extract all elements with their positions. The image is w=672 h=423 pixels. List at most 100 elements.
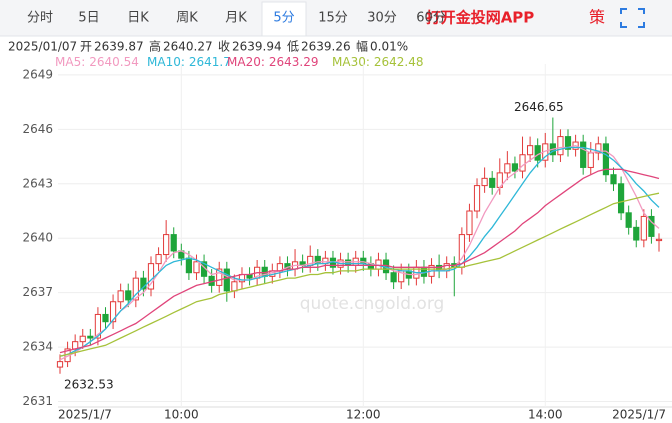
- candle-body: [163, 234, 170, 256]
- y-tick-label: 2649: [22, 67, 53, 81]
- candle-body: [580, 141, 587, 168]
- tab[interactable]: 日K: [127, 11, 149, 26]
- legend-name: MA10:: [147, 55, 185, 69]
- candle-body: [223, 268, 230, 292]
- info-label: 低: [287, 40, 299, 54]
- max-label: 2646.65: [514, 100, 564, 114]
- legend-entry: MA10: 2641.7: [147, 55, 231, 69]
- candle-body: [109, 301, 117, 323]
- candle-body: [94, 313, 102, 339]
- y-tick-label: 2646: [22, 122, 53, 136]
- tab[interactable]: 月K: [225, 11, 247, 26]
- candle-body: [132, 277, 139, 301]
- info-label: 幅: [356, 39, 368, 54]
- info-value: 2639.87: [94, 40, 144, 54]
- candle-body: [155, 254, 162, 265]
- y-tick-label: 2640: [22, 231, 53, 245]
- candle-body: [466, 210, 473, 236]
- info-date: 2025/01/07: [8, 40, 77, 54]
- candle-body: [610, 174, 617, 185]
- candle-body: [587, 152, 594, 168]
- fullscreen-icon[interactable]: [620, 8, 645, 28]
- x-tick-label: 2025/1/7: [58, 408, 112, 422]
- info-value: 2639.94: [232, 40, 282, 54]
- ma-line: [59, 146, 660, 357]
- candle-body: [87, 335, 94, 339]
- candle-body: [602, 143, 610, 176]
- candle-body: [648, 215, 655, 237]
- candle-body: [595, 143, 602, 154]
- y-tick-label: 2643: [22, 176, 53, 190]
- y-tick-label: 2634: [22, 340, 53, 354]
- candle-body: [557, 136, 564, 156]
- strategy-button[interactable]: 策: [589, 8, 605, 27]
- candle-body: [489, 177, 496, 188]
- legend-value: 2640.54: [89, 55, 139, 69]
- candle-body: [625, 212, 632, 228]
- legend-value: 2641.7: [189, 55, 231, 69]
- legend-value: 2643.29: [269, 55, 319, 69]
- candle-body: [56, 361, 64, 368]
- legend-entry: MA5: 2640.54: [55, 55, 139, 69]
- candle-body: [655, 238, 663, 242]
- candle-body: [147, 263, 155, 290]
- candle-body: [481, 177, 488, 187]
- candle-body: [216, 268, 223, 286]
- ma-line: [59, 168, 660, 354]
- candle-body: [511, 163, 519, 172]
- x-tick-label: 14:00: [528, 408, 563, 422]
- tab[interactable]: 30分: [367, 11, 397, 26]
- candle-body: [193, 261, 200, 274]
- info-label: 开: [80, 40, 92, 54]
- y-tick-label: 2637: [22, 285, 53, 299]
- legend-name: MA30:: [332, 55, 370, 69]
- brand[interactable]: 打开金投网APP: [426, 9, 535, 27]
- legend-name: MA5:: [55, 55, 85, 69]
- watermark: quote.cngold.org: [300, 294, 445, 314]
- tab[interactable]: 60分: [416, 11, 446, 26]
- candle-body: [519, 154, 526, 172]
- candle-body: [345, 259, 352, 266]
- candle-body: [527, 145, 534, 156]
- candle-body: [504, 163, 511, 174]
- candle-body: [473, 185, 481, 212]
- tab[interactable]: 周K: [176, 11, 198, 26]
- candle-body: [534, 145, 541, 161]
- candle-body: [102, 313, 109, 323]
- legend-entry: MA30: 2642.48: [332, 55, 424, 69]
- x-tick-label: 2025/1/7: [612, 408, 666, 422]
- ma-line: [59, 192, 660, 357]
- candle-body: [231, 281, 238, 292]
- x-tick-label: 12:00: [346, 408, 381, 422]
- y-tick-label: 2631: [22, 394, 53, 408]
- x-tick-label: 10:00: [164, 408, 199, 422]
- candle-body: [125, 290, 132, 301]
- candle-body: [170, 234, 177, 252]
- candle-body: [640, 215, 647, 241]
- tab[interactable]: 分时: [27, 11, 53, 26]
- legend-value: 2642.48: [374, 55, 424, 69]
- candle-body: [390, 272, 397, 283]
- candle-body: [633, 226, 640, 241]
- candle-body: [238, 274, 246, 283]
- tab[interactable]: 5分: [273, 11, 294, 26]
- toolbar-bg: [0, 0, 672, 36]
- candle-body: [617, 183, 625, 214]
- candle-body: [564, 136, 572, 150]
- min-label: 2632.53: [64, 377, 114, 391]
- legend-entry: MA20: 2643.29: [227, 55, 319, 69]
- info-value: 2639.26: [301, 40, 351, 54]
- tab[interactable]: 15分: [318, 11, 348, 26]
- ma-line: [59, 145, 660, 361]
- info-value: 2640.27: [163, 40, 213, 54]
- tab[interactable]: 5日: [78, 11, 99, 26]
- candle-body: [117, 290, 124, 303]
- candle-body: [79, 335, 86, 343]
- candle-body: [140, 277, 147, 290]
- info-label: 高: [149, 39, 161, 54]
- info-value: 0.01%: [370, 40, 408, 54]
- active-tab-bg: [261, 1, 307, 37]
- candle-body: [185, 257, 192, 274]
- info-label: 收: [218, 40, 230, 54]
